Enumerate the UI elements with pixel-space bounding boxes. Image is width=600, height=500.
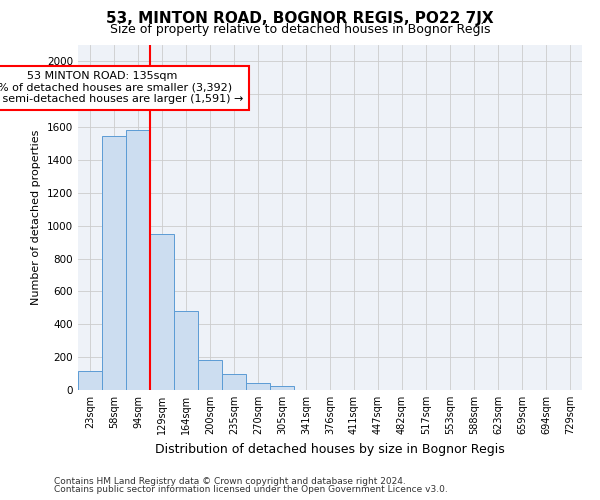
Text: Size of property relative to detached houses in Bognor Regis: Size of property relative to detached ho… [110,22,490,36]
X-axis label: Distribution of detached houses by size in Bognor Regis: Distribution of detached houses by size … [155,442,505,456]
Y-axis label: Number of detached properties: Number of detached properties [31,130,41,305]
Text: 53 MINTON ROAD: 135sqm
← 68% of detached houses are smaller (3,392)
32% of semi-: 53 MINTON ROAD: 135sqm ← 68% of detached… [0,72,244,104]
Bar [174,311,198,390]
Bar [78,371,102,390]
Text: Contains public sector information licensed under the Open Government Licence v3: Contains public sector information licen… [54,485,448,494]
Bar [198,360,222,390]
Bar [150,234,174,390]
Text: 53, MINTON ROAD, BOGNOR REGIS, PO22 7JX: 53, MINTON ROAD, BOGNOR REGIS, PO22 7JX [106,11,494,26]
Bar [246,384,270,390]
Bar [222,374,246,390]
Bar [270,386,294,390]
Bar [102,136,126,390]
Text: Contains HM Land Registry data © Crown copyright and database right 2024.: Contains HM Land Registry data © Crown c… [54,477,406,486]
Bar [126,130,150,390]
